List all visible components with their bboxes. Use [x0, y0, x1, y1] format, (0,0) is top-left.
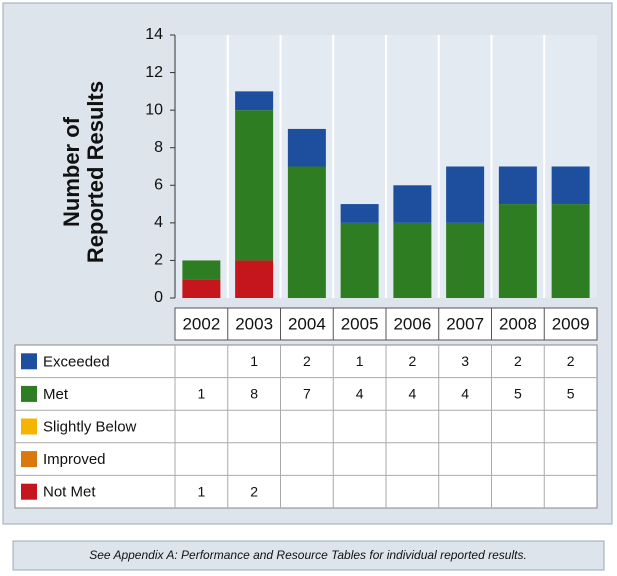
table-cell: 1: [197, 483, 205, 499]
bar-segment: [393, 222, 432, 298]
table-cell: 8: [250, 386, 258, 402]
bar-segment: [340, 222, 379, 298]
legend-label: Improved: [43, 451, 106, 468]
bar-segment: [498, 166, 537, 205]
table-cell: 1: [250, 353, 258, 369]
y-tick-label: 8: [154, 139, 163, 156]
y-axis-label-line: Reported Results: [83, 81, 108, 263]
y-tick-label: 2: [154, 252, 163, 269]
y-tick-label: 12: [145, 64, 163, 81]
bar-segment: [551, 204, 590, 298]
table-cell: 1: [356, 353, 364, 369]
legend-swatch: [21, 451, 37, 468]
y-tick-label: 14: [145, 26, 163, 43]
x-tick-label: 2004: [288, 314, 326, 333]
x-tick-label: 2005: [341, 314, 379, 333]
bar-segment: [446, 222, 485, 298]
y-axis-label: Number of Reported Results: [59, 81, 108, 263]
x-tick-label: 2007: [446, 314, 484, 333]
bar-segment: [235, 260, 274, 298]
x-tick-label: 2008: [499, 314, 537, 333]
legend-swatch: [21, 385, 37, 402]
bar-segment: [340, 204, 379, 223]
bar-segment: [287, 128, 326, 167]
bar-segment: [498, 204, 537, 298]
bar-segment: [446, 166, 485, 223]
table-cell: 5: [567, 386, 575, 402]
table-cell: 3: [461, 353, 469, 369]
table-cell: 7: [303, 386, 311, 402]
y-tick-label: 10: [145, 101, 163, 118]
table-cell: 4: [461, 386, 469, 402]
y-axis-label-line: Number of: [59, 116, 84, 227]
footnote: See Appendix A: Performance and Resource…: [89, 548, 527, 562]
y-tick-label: 6: [154, 177, 163, 194]
bar-segment: [287, 166, 326, 298]
legend-label: Slightly Below: [43, 418, 137, 435]
table-cell: 2: [303, 353, 311, 369]
table-cell: 2: [250, 483, 258, 499]
table-cell: 2: [408, 353, 416, 369]
bar-segment: [235, 110, 274, 261]
table-cell: 4: [408, 386, 416, 402]
y-tick-label: 0: [154, 289, 163, 306]
table-cell: 1: [197, 386, 205, 402]
x-tick-label: 2006: [393, 314, 431, 333]
x-tick-label: 2009: [552, 314, 590, 333]
bar-segment: [393, 185, 432, 223]
table-cell: 4: [356, 386, 364, 402]
bar-segment: [182, 260, 221, 280]
bar-segment: [182, 279, 221, 298]
y-tick-label: 4: [154, 214, 163, 231]
legend-swatch: [21, 418, 37, 435]
table-body-bg: [14, 344, 598, 509]
bar-segment: [551, 166, 590, 205]
x-tick-label: 2002: [182, 314, 220, 333]
x-tick-label: 2003: [235, 314, 273, 333]
table-cell: 2: [567, 353, 575, 369]
bar-segment: [235, 91, 274, 111]
legend-label: Exceeded: [43, 353, 110, 370]
legend-swatch: [21, 353, 37, 370]
table-cell: 5: [514, 386, 522, 402]
legend-label: Not Met: [43, 484, 96, 501]
legend-swatch: [21, 483, 37, 500]
legend-label: Met: [43, 386, 69, 403]
table-cell: 2: [514, 353, 522, 369]
footnote-box: [12, 540, 605, 571]
